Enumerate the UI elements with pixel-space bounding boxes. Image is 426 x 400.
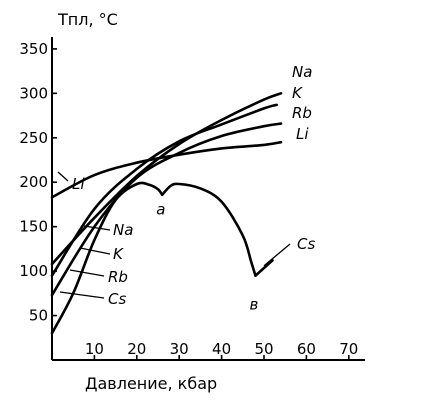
- y-tick-label: 200: [19, 173, 48, 191]
- labels: Na Na K K Rb Rb Li Li Cs Cs а в: [57, 63, 315, 314]
- series-k-line: [50, 103, 278, 277]
- series-li-line: [50, 140, 283, 199]
- annotation-a: а: [156, 201, 165, 219]
- y-tick-label: 150: [19, 218, 48, 236]
- y-axis-title: Tпл, °C: [57, 10, 118, 29]
- x-tick-label: 70: [339, 340, 358, 358]
- series-label-k: K: [292, 84, 303, 102]
- series-label-k-left: K: [113, 245, 124, 263]
- series-label-cs: Cs: [297, 235, 315, 253]
- series-label-rb-left: Rb: [108, 268, 128, 286]
- series-cs-line-segment: [160, 182, 257, 277]
- series-leader-li: [57, 171, 69, 182]
- y-tick-label: 100: [19, 262, 48, 280]
- curves: [50, 92, 283, 335]
- series-leader-na: [83, 225, 111, 231]
- y-tick-label: 300: [19, 84, 48, 102]
- series-leader-cs-right: [263, 243, 291, 267]
- x-axis-title: Давление, кбар: [85, 374, 217, 393]
- x-tick-label: 60: [297, 340, 316, 358]
- x-tick-label: 40: [212, 340, 231, 358]
- series-na-line: [50, 92, 283, 266]
- y-tick-label: 350: [19, 40, 48, 58]
- series-label-cs-left: Cs: [108, 290, 126, 308]
- series-cs-line-segment: [254, 259, 274, 277]
- x-tick-label: 20: [127, 340, 146, 358]
- series-label-na-left: Na: [113, 221, 133, 239]
- series-leader-rb: [69, 269, 105, 277]
- series-leader-k: [79, 247, 111, 255]
- series-label-na: Na: [292, 63, 312, 81]
- series-rb-line: [50, 122, 283, 297]
- y-tick-label: 250: [19, 129, 48, 147]
- x-tick-label: 50: [254, 340, 273, 358]
- annotation-v: в: [250, 296, 259, 314]
- x-tick-label: 10: [85, 340, 104, 358]
- series-label-li: Li: [296, 125, 309, 143]
- y-tick-label: 50: [29, 307, 48, 325]
- series-label-rb: Rb: [292, 104, 312, 122]
- series-cs-line-segment: [50, 181, 164, 335]
- axes: 50 100 150 200 250 300 350 10 20 30 40 50 60 70: [19, 37, 365, 361]
- series-label-li-left: Li: [72, 175, 85, 193]
- x-tick-label: 30: [170, 340, 189, 358]
- series-leader-cs: [59, 291, 105, 299]
